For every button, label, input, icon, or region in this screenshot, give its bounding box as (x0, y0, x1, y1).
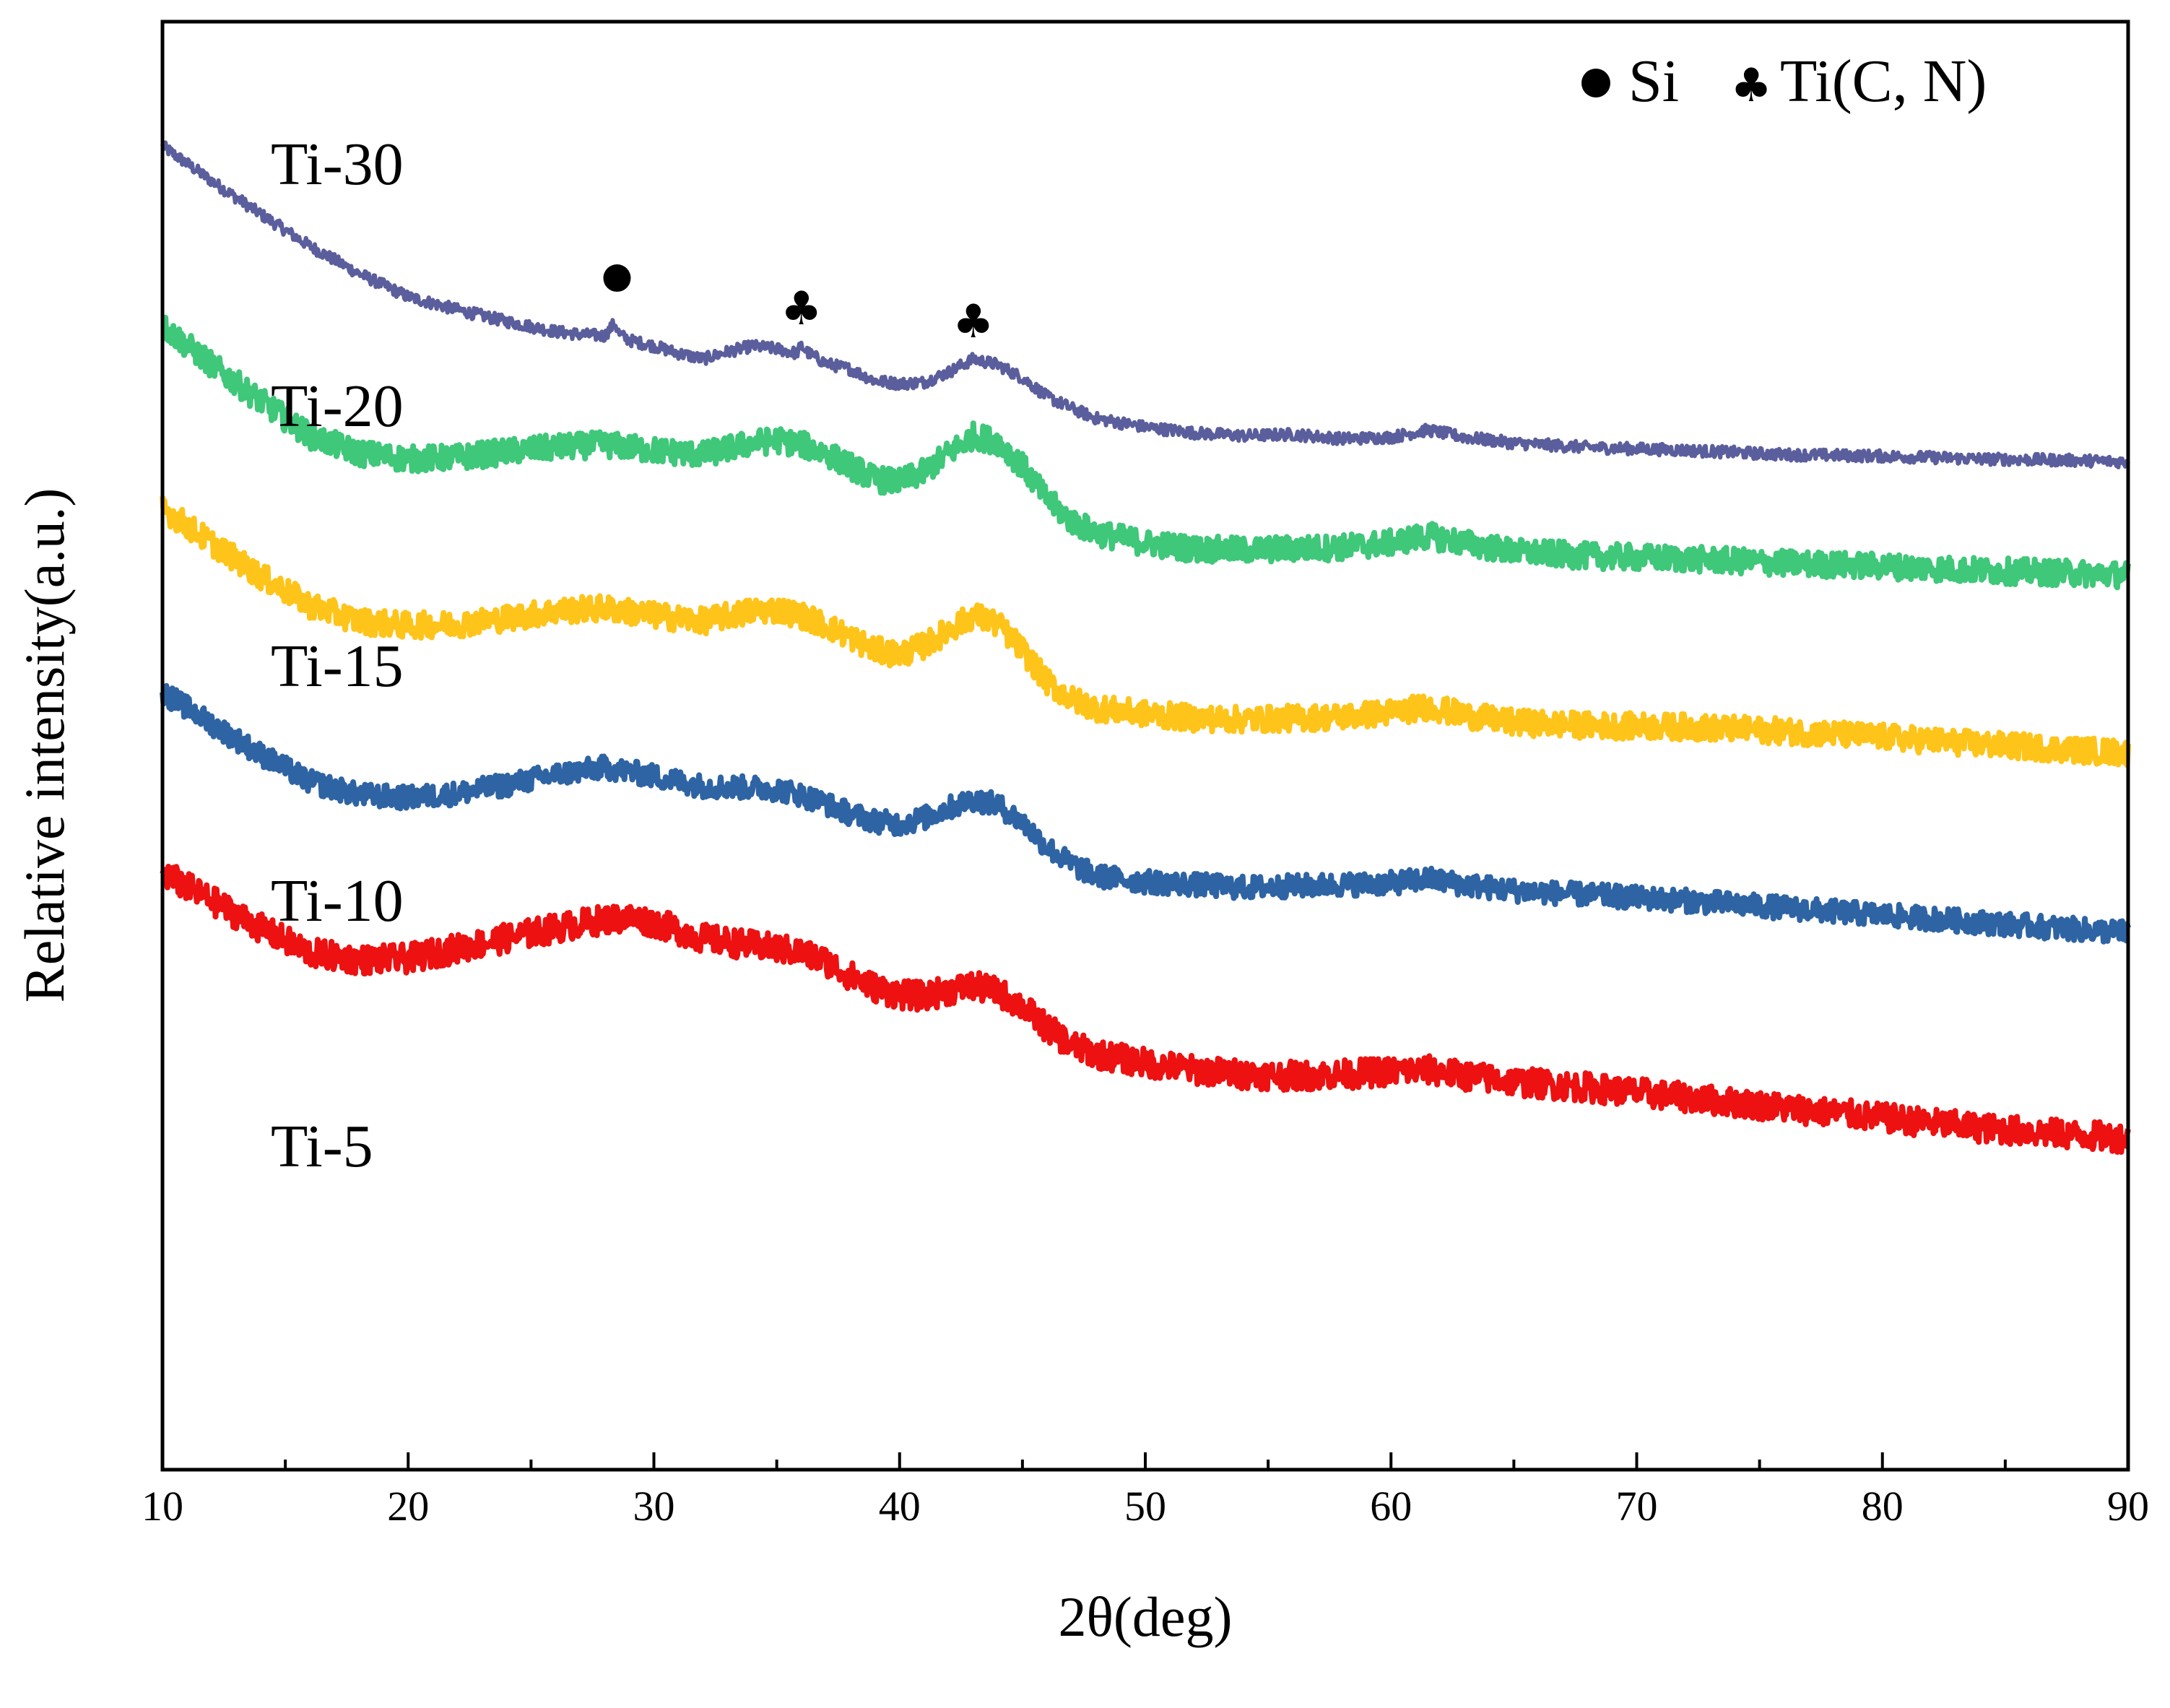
x-tick-label: 40 (879, 1483, 921, 1530)
series-label-ti-30: Ti-30 (271, 131, 404, 198)
series-line-ti-10 (160, 682, 2131, 945)
x-tick-label: 60 (1370, 1483, 1412, 1530)
series-label-ti-5: Ti-5 (271, 1113, 373, 1180)
x-tick-label: 80 (1862, 1483, 1904, 1530)
series-label-ti-15: Ti-15 (271, 633, 404, 700)
series-line-ti-30 (160, 140, 2130, 469)
x-tick-label: 20 (387, 1483, 429, 1530)
series-line-ti-15 (160, 495, 2131, 768)
x-tick-label: 90 (2107, 1483, 2149, 1530)
x-tick-label: 50 (1124, 1483, 1166, 1530)
legend-si-marker (1581, 69, 1610, 97)
x-tick-label: 70 (1616, 1483, 1658, 1530)
x-axis: 10 20 30 40 50 60 70 80 90 (142, 1452, 2149, 1530)
y-axis-title: Relative intensity(a.u.) (13, 488, 76, 1003)
legend-ticn-label: Ti(C, N) (1780, 48, 1987, 115)
series-layer (160, 140, 2131, 1155)
series-label-ti-20: Ti-20 (271, 373, 404, 440)
si-peak-marker (603, 264, 631, 292)
series-line-ti-5 (160, 864, 2131, 1155)
ticn-peak-marker: ♣ (952, 295, 994, 349)
x-axis-title: 2θ(deg) (1059, 1585, 1233, 1648)
series-label-ti-10: Ti-10 (271, 867, 404, 935)
x-tick-label: 10 (142, 1483, 183, 1530)
series-line-ti-20 (160, 314, 2131, 591)
legend-ticn-marker: ♣ (1730, 59, 1771, 113)
x-tick-label: 30 (633, 1483, 675, 1530)
legend: Si ♣ Ti(C, N) (1581, 48, 1987, 115)
legend-si-label: Si (1628, 48, 1679, 115)
peak-annotations: ♣ ♣ (603, 264, 994, 349)
ticn-peak-marker: ♣ (781, 282, 822, 336)
